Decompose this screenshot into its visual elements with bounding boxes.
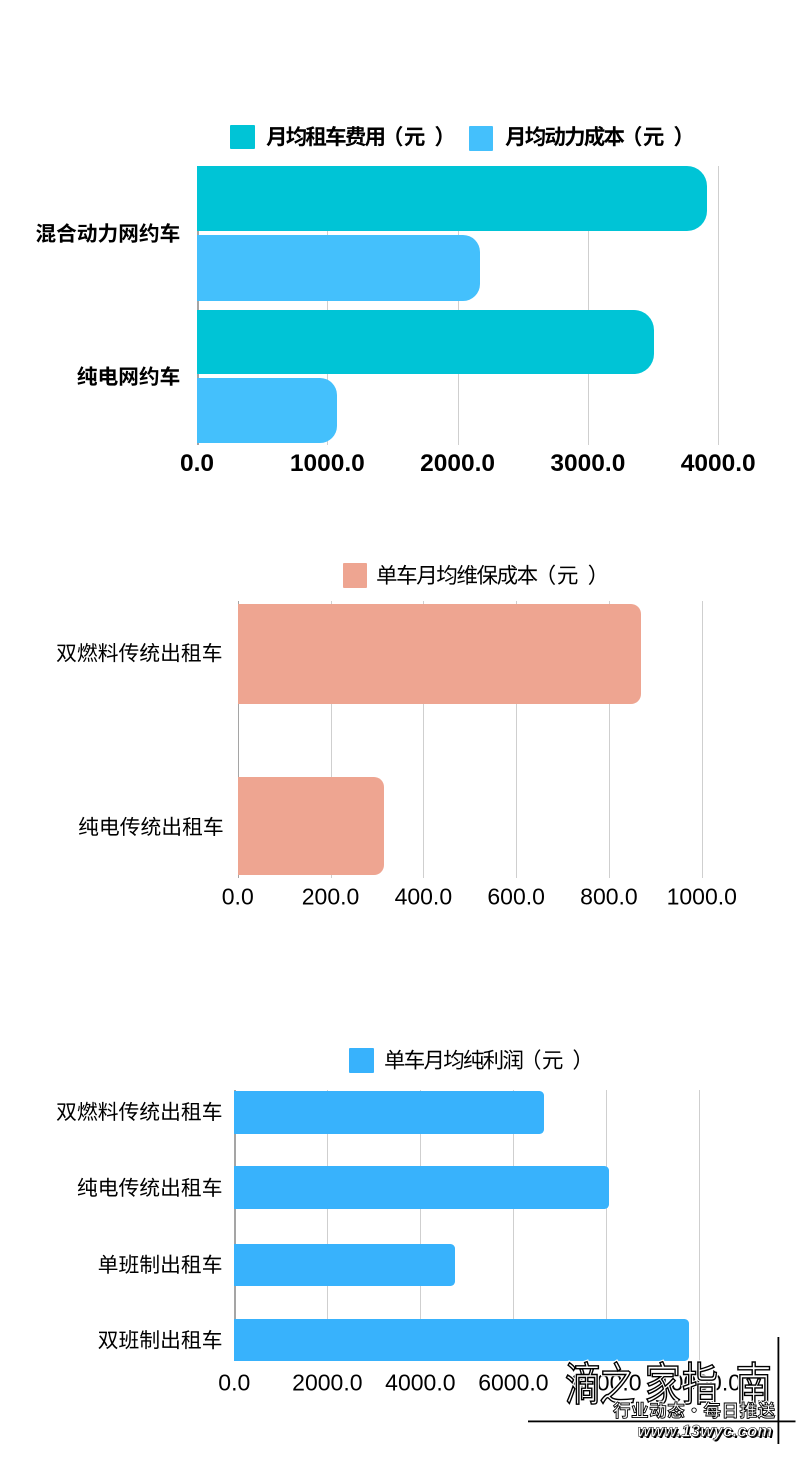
- svg-text:www.13wyc.com: www.13wyc.com: [639, 1424, 774, 1442]
- svg-text:www.13wyc.com: www.13wyc.com: [637, 1423, 772, 1441]
